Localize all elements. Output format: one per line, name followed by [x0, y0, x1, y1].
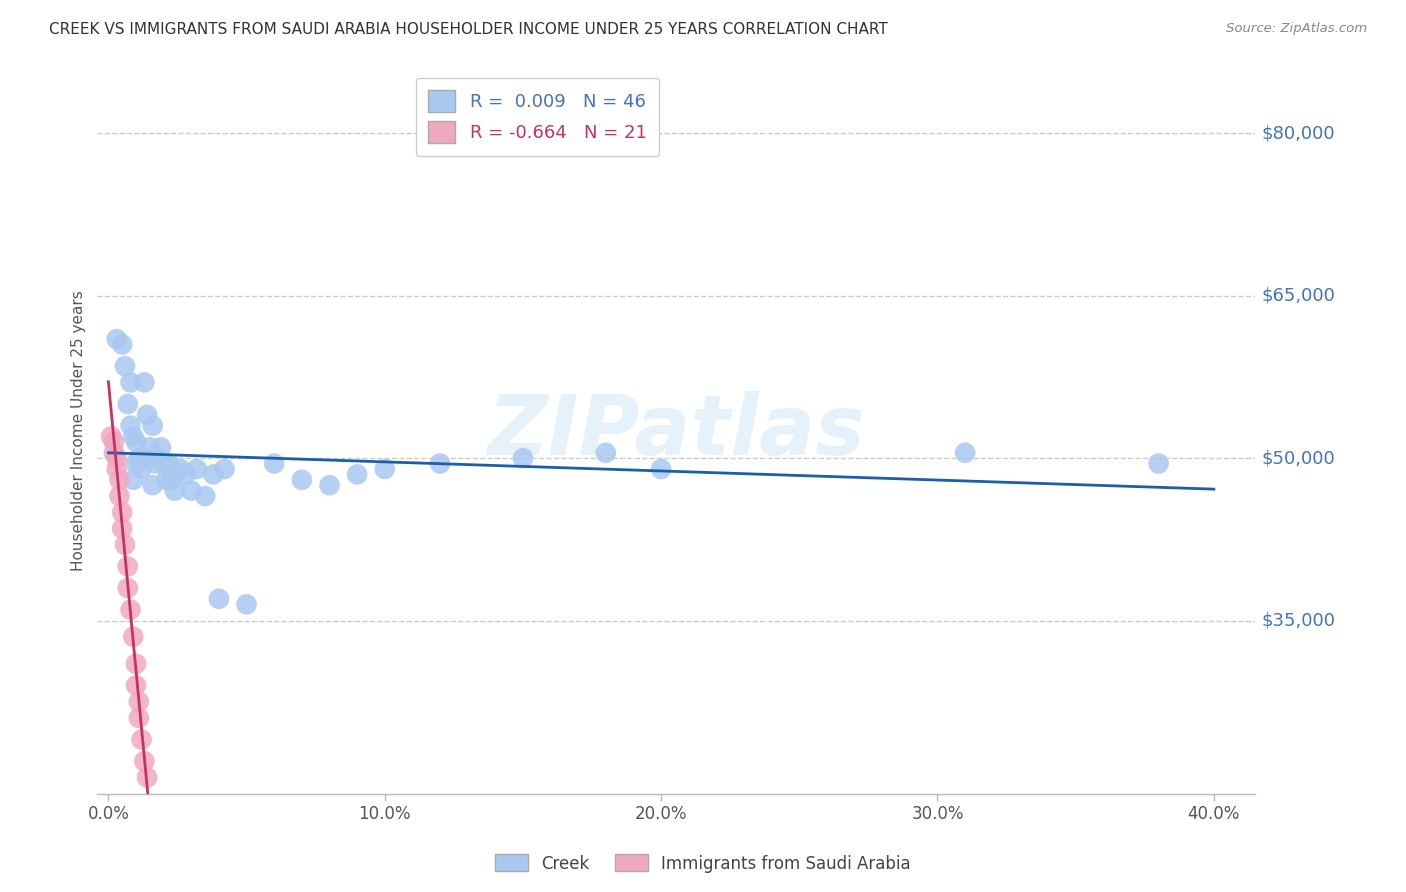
Point — [146, 451, 169, 466]
Text: CREEK VS IMMIGRANTS FROM SAUDI ARABIA HOUSEHOLDER INCOME UNDER 25 YEARS CORRELAT: CREEK VS IMMIGRANTS FROM SAUDI ARABIA HO… — [49, 22, 889, 37]
Point — [103, 446, 125, 460]
Point — [122, 630, 145, 644]
Point — [111, 505, 134, 519]
Point — [139, 440, 162, 454]
Point — [125, 657, 148, 671]
Point — [136, 408, 159, 422]
Point — [131, 732, 153, 747]
Point — [346, 467, 368, 482]
Point — [214, 462, 236, 476]
Point — [120, 418, 142, 433]
Point — [650, 462, 672, 476]
Text: Source: ZipAtlas.com: Source: ZipAtlas.com — [1226, 22, 1367, 36]
Point — [120, 602, 142, 616]
Point — [152, 457, 174, 471]
Point — [169, 462, 191, 476]
Point — [318, 478, 340, 492]
Text: $50,000: $50,000 — [1261, 450, 1334, 467]
Point — [117, 559, 139, 574]
Point — [120, 376, 142, 390]
Point — [186, 462, 208, 476]
Point — [111, 337, 134, 351]
Point — [174, 467, 197, 482]
Point — [163, 483, 186, 498]
Point — [136, 771, 159, 785]
Point — [429, 457, 451, 471]
Point — [117, 581, 139, 595]
Point — [128, 695, 150, 709]
Y-axis label: Householder Income Under 25 years: Householder Income Under 25 years — [72, 291, 86, 572]
Point — [128, 451, 150, 466]
Point — [953, 446, 976, 460]
Point — [108, 489, 131, 503]
Point — [142, 418, 165, 433]
Point — [149, 440, 172, 454]
Point — [105, 332, 128, 346]
Point — [512, 451, 534, 466]
Point — [105, 451, 128, 466]
Point — [145, 457, 167, 471]
Point — [128, 711, 150, 725]
Point — [125, 678, 148, 692]
Point — [134, 754, 156, 768]
Legend: R =  0.009   N = 46, R = -0.664   N = 21: R = 0.009 N = 46, R = -0.664 N = 21 — [416, 78, 659, 156]
Text: ZIPatlas: ZIPatlas — [488, 391, 865, 472]
Point — [131, 462, 153, 476]
Point — [595, 446, 617, 460]
Point — [103, 434, 125, 449]
Point — [202, 467, 225, 482]
Legend: Creek, Immigrants from Saudi Arabia: Creek, Immigrants from Saudi Arabia — [488, 847, 918, 880]
Point — [122, 429, 145, 443]
Point — [108, 473, 131, 487]
Point — [291, 473, 314, 487]
Point — [263, 457, 285, 471]
Point — [134, 376, 156, 390]
Point — [125, 457, 148, 471]
Point — [157, 457, 180, 471]
Point — [125, 434, 148, 449]
Point — [235, 597, 257, 611]
Point — [100, 429, 122, 443]
Point — [114, 359, 136, 373]
Point — [194, 489, 217, 503]
Point — [117, 397, 139, 411]
Point — [134, 451, 156, 466]
Text: $80,000: $80,000 — [1261, 125, 1334, 143]
Point — [208, 591, 231, 606]
Text: $35,000: $35,000 — [1261, 612, 1336, 630]
Point — [160, 473, 183, 487]
Point — [1147, 457, 1170, 471]
Point — [105, 462, 128, 476]
Text: $65,000: $65,000 — [1261, 287, 1334, 305]
Point — [142, 478, 165, 492]
Point — [180, 483, 202, 498]
Point — [111, 521, 134, 535]
Point — [374, 462, 396, 476]
Point — [122, 473, 145, 487]
Point — [155, 473, 177, 487]
Point — [114, 538, 136, 552]
